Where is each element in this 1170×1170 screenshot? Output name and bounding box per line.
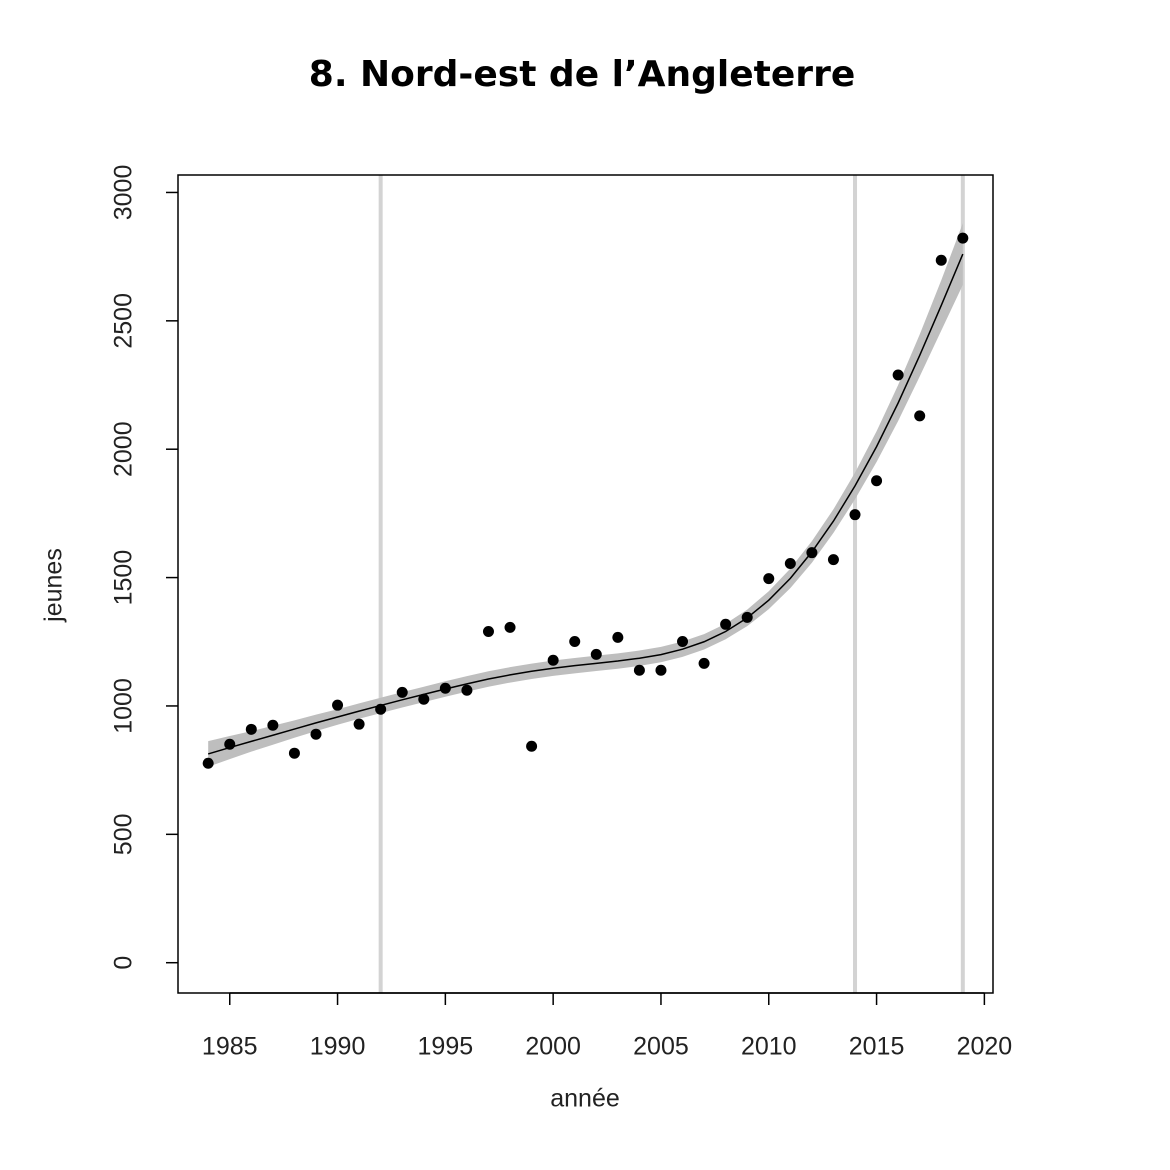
data-point [267, 719, 279, 731]
data-point [784, 557, 796, 569]
data-point [547, 654, 559, 666]
y-tick-label: 1500 [110, 550, 138, 606]
y-tick-label: 2500 [110, 293, 138, 349]
data-point [871, 475, 883, 487]
data-point [741, 611, 753, 623]
data-point [375, 703, 387, 715]
data-point [353, 718, 365, 730]
data-point [677, 636, 689, 648]
y-tick-label: 0 [110, 956, 138, 970]
data-point [396, 686, 408, 698]
data-point [504, 621, 516, 633]
data-point [935, 254, 947, 266]
data-point [418, 693, 430, 705]
data-point [720, 618, 732, 630]
x-tick-label: 2000 [525, 1033, 581, 1061]
data-point [310, 728, 322, 740]
data-point [439, 682, 451, 694]
data-point [482, 625, 494, 637]
data-point [224, 738, 236, 750]
x-tick-label: 1995 [418, 1033, 474, 1061]
data-point [957, 232, 969, 244]
data-point [763, 573, 775, 585]
data-point [202, 757, 214, 769]
data-point [332, 699, 344, 711]
smooth-line [207, 253, 964, 755]
data-point [849, 509, 861, 521]
x-tick-label: 2005 [633, 1033, 689, 1061]
data-point [914, 410, 926, 422]
data-point [245, 723, 257, 735]
y-tick-label: 3000 [110, 165, 138, 221]
data-point [892, 369, 904, 381]
x-tick-label: 1990 [310, 1033, 366, 1061]
data-point [569, 636, 581, 648]
data-point [590, 648, 602, 660]
x-tick-label: 2010 [741, 1033, 797, 1061]
data-point [633, 664, 645, 676]
data-point [526, 740, 538, 752]
data-point [655, 664, 667, 676]
data-point [288, 747, 300, 759]
data-point [827, 554, 839, 566]
x-tick-label: 2015 [849, 1033, 905, 1061]
x-tick-label: 2020 [957, 1033, 1013, 1061]
y-tick-label: 500 [110, 813, 138, 855]
y-axis-label: jeunes [40, 548, 68, 623]
data-point [806, 547, 818, 559]
y-tick-label: 1000 [110, 678, 138, 734]
chart-title: 8. Nord-est de l’Angleterre [309, 54, 855, 95]
data-point [698, 657, 710, 669]
x-axis-label: année [550, 1085, 620, 1113]
x-tick-label: 1985 [202, 1033, 258, 1061]
data-point [461, 684, 473, 696]
y-tick-label: 2000 [110, 421, 138, 477]
data-point [612, 631, 624, 643]
confidence-band [208, 223, 963, 767]
